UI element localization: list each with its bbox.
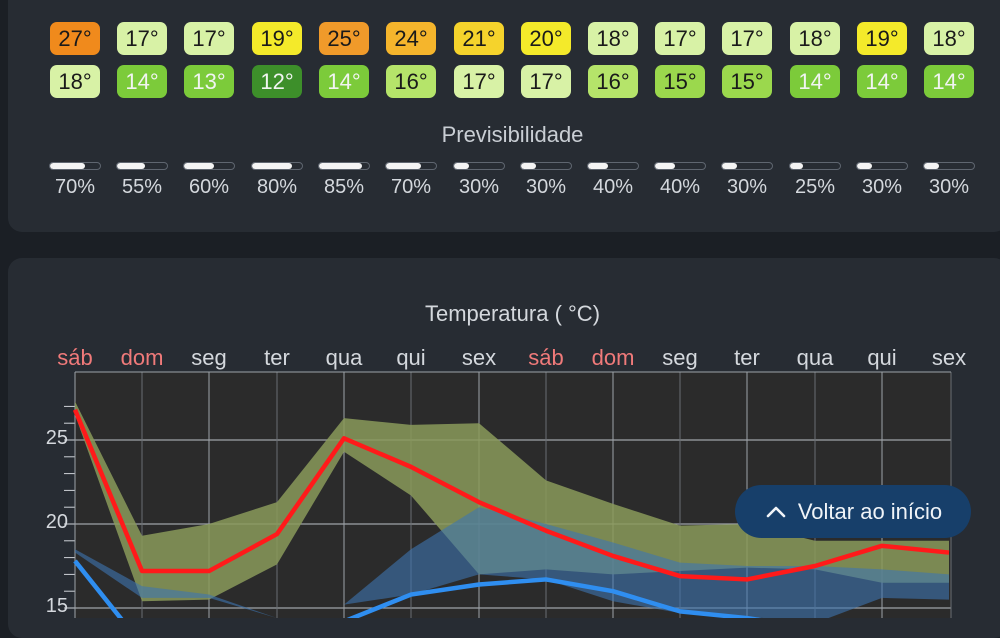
max-temp-chip: 19° <box>857 22 907 55</box>
predictability-fill <box>454 163 469 169</box>
max-temp-chip: 19° <box>252 22 302 55</box>
chart-day-label: qua <box>796 345 834 370</box>
min-temp-chip: 17° <box>521 65 571 98</box>
min-temp-chip: 14° <box>924 65 974 98</box>
predictability-percent: 30% <box>928 176 970 198</box>
predictability-bar <box>453 162 505 170</box>
min-temp-chip: 16° <box>386 65 436 98</box>
predictability-percent: 30% <box>458 176 500 198</box>
predictability-bar <box>721 162 773 170</box>
chart-title: Temperatura ( °C) <box>424 301 601 326</box>
min-temp-chip: 13° <box>184 65 234 98</box>
predictability-percent: 30% <box>861 176 903 198</box>
chart-day-label: seg <box>662 345 698 370</box>
predictability-fill <box>655 163 675 169</box>
predictability-bar <box>318 162 370 170</box>
predictability-percent: 80% <box>256 176 298 198</box>
chart-day-label: sáb <box>57 345 93 370</box>
predictability-bar <box>923 162 975 170</box>
predictability-bar <box>385 162 437 170</box>
predictability-fill <box>521 163 536 169</box>
max-temp-chip: 27° <box>50 22 100 55</box>
predictability-percent: 85% <box>323 176 365 198</box>
chart-day-label: qui <box>867 345 897 370</box>
chart-day-label: qui <box>396 345 426 370</box>
predictability-fill <box>857 163 872 169</box>
min-temp-chip: 14° <box>790 65 840 98</box>
predictability-fill <box>50 163 85 169</box>
predictability-fill <box>722 163 737 169</box>
chart-day-label: sex <box>931 345 967 370</box>
max-temp-chip: 25° <box>319 22 369 55</box>
back-to-top-button[interactable]: Voltar ao início <box>735 485 971 538</box>
predictability-fill <box>184 163 214 169</box>
predictability-percent: 30% <box>525 176 567 198</box>
temperature-chart <box>64 371 952 618</box>
min-temp-chip: 14° <box>319 65 369 98</box>
chart-day-label: qua <box>325 345 363 370</box>
predictability-percent: 70% <box>54 176 96 198</box>
chart-day-label: sáb <box>528 345 564 370</box>
predictability-bar <box>654 162 706 170</box>
chart-day-label: dom <box>120 345 164 370</box>
predictability-bar <box>520 162 572 170</box>
chart-day-label: seg <box>191 345 227 370</box>
max-temp-chip: 24° <box>386 22 436 55</box>
predictability-bar <box>789 162 841 170</box>
predictability-bar <box>856 162 908 170</box>
max-temp-chip: 21° <box>454 22 504 55</box>
predictability-percent: 30% <box>726 176 768 198</box>
min-temp-chip: 12° <box>252 65 302 98</box>
chart-day-label: dom <box>591 345 635 370</box>
min-temp-chip: 14° <box>117 65 167 98</box>
min-temp-chip: 17° <box>454 65 504 98</box>
predictability-bar <box>49 162 101 170</box>
predictability-fill <box>386 163 421 169</box>
y-tick-label: 20 <box>45 511 68 533</box>
min-temp-line <box>73 559 762 618</box>
min-temp-chip: 14° <box>857 65 907 98</box>
predictability-percent: 55% <box>121 176 163 198</box>
max-temp-chip: 18° <box>924 22 974 55</box>
chevron-up-icon <box>766 506 786 517</box>
max-temp-chip: 18° <box>790 22 840 55</box>
max-temp-chip: 17° <box>722 22 772 55</box>
back-to-top-label: Voltar ao início <box>797 498 943 524</box>
y-tick-label: 25 <box>45 427 68 449</box>
min-temp-chip: 15° <box>655 65 705 98</box>
max-temp-chip: 17° <box>184 22 234 55</box>
max-temp-chip: 18° <box>588 22 638 55</box>
predictability-fill <box>924 163 939 169</box>
max-temp-line <box>72 408 950 582</box>
predictability-bar <box>183 162 235 170</box>
min-temp-chip: 15° <box>722 65 772 98</box>
y-tick-label: 15 <box>45 595 68 617</box>
chart-day-label: ter <box>734 345 760 370</box>
predictability-bar <box>587 162 639 170</box>
predictability-percent: 70% <box>390 176 432 198</box>
chart-day-label: ter <box>264 345 290 370</box>
predictability-fill <box>588 163 608 169</box>
predictability-percent: 40% <box>592 176 634 198</box>
chart-day-label: sex <box>461 345 497 370</box>
predictability-percent: 40% <box>659 176 701 198</box>
predictability-bar <box>116 162 168 170</box>
predictability-percent: 25% <box>794 176 836 198</box>
predictability-percent: 60% <box>188 176 230 198</box>
predictability-bar <box>251 162 303 170</box>
min-temp-chip: 16° <box>588 65 638 98</box>
predictability-fill <box>790 163 803 169</box>
min-temperature-row: 18° 14° 13° 12° 14° 16° 17° 17° 16° 15° 15° 14° 14° 1… <box>0 65 1000 98</box>
predictability-fill <box>117 163 145 169</box>
max-temperature-row: 27° 17° 17° 19° 25° 24° 21° 20° 18° 17° 17° 18° 19° 1… <box>0 22 1000 55</box>
max-temp-range-band <box>75 401 949 602</box>
min-temp-chip: 18° <box>50 65 100 98</box>
max-temp-chip: 17° <box>655 22 705 55</box>
max-temp-chip: 17° <box>117 22 167 55</box>
max-temp-chip: 20° <box>521 22 571 55</box>
predictability-fill <box>319 163 362 169</box>
predictability-label: Previsibilidade <box>441 122 584 147</box>
predictability-fill <box>252 163 292 169</box>
min-temp-range-band <box>75 507 949 618</box>
